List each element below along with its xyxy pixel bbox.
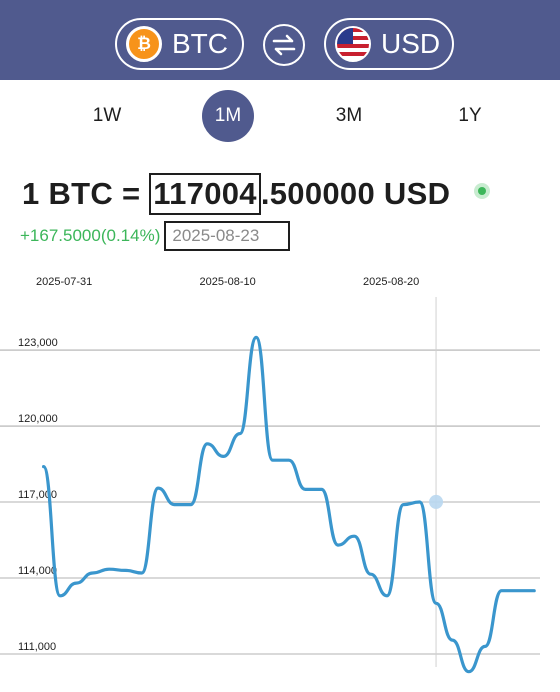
period-tabs: 1W 1M 3M 1Y	[0, 90, 560, 142]
x-tick-label: 2025-08-10	[200, 276, 256, 288]
change-row: +167.5000(0.14%) 2025-08-23	[20, 221, 291, 251]
swap-currencies-button[interactable]	[263, 24, 305, 66]
y-tick-label: 123,000	[18, 337, 58, 349]
rate-integer-part: 117004	[149, 173, 261, 215]
x-tick-label: 2025-07-31	[36, 276, 92, 288]
to-currency-code: USD	[381, 28, 441, 59]
swap-arrows-icon	[272, 34, 296, 56]
tab-3m[interactable]: 3M	[335, 105, 363, 126]
exchange-rate: 1 BTC = 117004 .500000 USD	[22, 172, 450, 216]
bitcoin-icon: ₿	[126, 26, 162, 62]
selected-date: 2025-08-23	[164, 221, 291, 251]
to-currency-selector[interactable]: USD	[324, 18, 454, 70]
from-currency-code: BTC	[172, 28, 228, 59]
from-currency-selector[interactable]: ₿ BTC	[115, 18, 244, 70]
y-tick-label: 120,000	[18, 413, 58, 425]
price-line	[42, 335, 536, 674]
price-change: +167.5000(0.14%)	[20, 226, 161, 245]
live-indicator-icon	[474, 183, 490, 199]
price-chart[interactable]: 2025-07-31 2025-08-10 2025-08-20 111,000 11…	[0, 262, 560, 692]
y-tick-label: 114,000	[18, 565, 57, 577]
currency-header: ₿ BTC USD	[0, 0, 560, 80]
rate-prefix: 1 BTC =	[22, 176, 150, 211]
tab-1y[interactable]: 1Y	[458, 105, 482, 126]
y-tick-label: 111,000	[18, 641, 56, 653]
x-tick-label: 2025-08-20	[363, 276, 419, 288]
crosshair-point	[429, 494, 444, 509]
y-tick-label: 117,000	[18, 489, 57, 501]
us-flag-icon	[335, 26, 371, 62]
rate-decimal-part: .500000 USD	[260, 176, 451, 211]
tab-1m[interactable]: 1M	[202, 90, 254, 142]
tab-1w[interactable]: 1W	[92, 105, 122, 126]
